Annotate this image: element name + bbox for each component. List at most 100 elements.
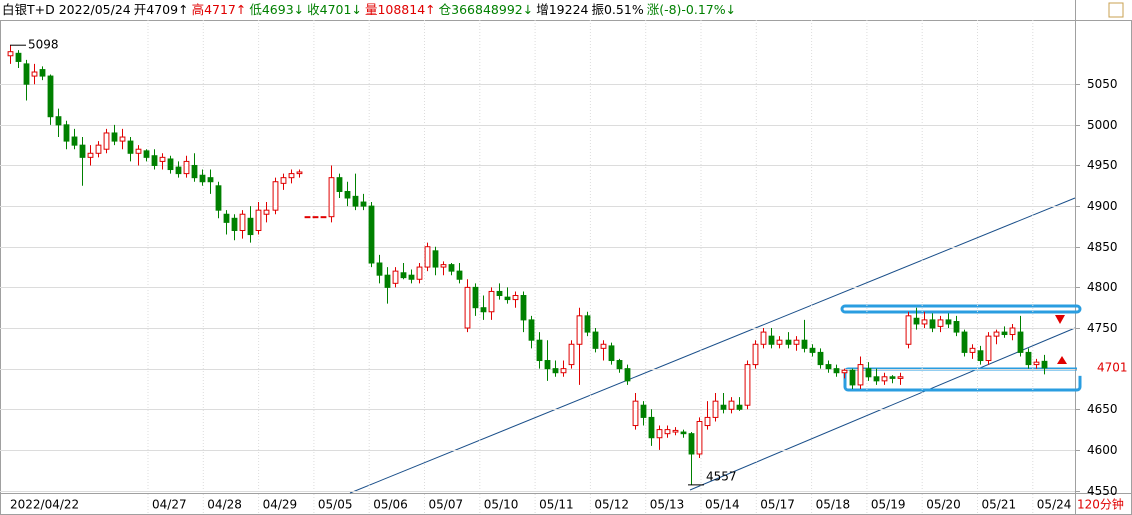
candle-body <box>696 420 703 455</box>
candle-body <box>929 319 936 329</box>
candle-body <box>448 264 455 272</box>
candle-body <box>488 290 495 313</box>
candle-body <box>55 116 62 126</box>
candle-body <box>504 296 511 301</box>
settings-button[interactable] <box>1108 2 1124 18</box>
candle-body <box>255 209 262 231</box>
candle-body <box>424 246 431 268</box>
candle-body <box>600 343 607 349</box>
candle-body <box>328 177 335 218</box>
candle-body <box>288 173 295 179</box>
candle-body <box>280 177 287 184</box>
last-price-label: 4701 <box>1097 360 1128 374</box>
candle-body <box>857 364 864 386</box>
candle-body <box>520 295 527 321</box>
candle-body <box>841 369 848 374</box>
candle-body <box>392 270 399 284</box>
candle-body <box>175 166 182 175</box>
quote-field: 低4693↓ <box>249 2 305 17</box>
last-price-bg <box>1077 359 1131 376</box>
x-tick-label: 05/18 <box>816 498 851 512</box>
y-tick-label: 4950 <box>1087 158 1118 172</box>
quote-header: 白银T+D 2022/05/24 开4709↑ 高4717↑ 低4693↓ 收4701↓… <box>0 0 1132 20</box>
y-tick-label: 5000 <box>1087 118 1118 132</box>
candle-body <box>1041 360 1048 369</box>
candle-body <box>712 400 719 418</box>
candle-body <box>47 75 54 118</box>
candle-body <box>7 51 14 57</box>
candle-body <box>969 347 976 353</box>
quote-field: 仓366848992↓ <box>438 2 534 17</box>
candle-body <box>560 368 567 374</box>
x-tick-label: 05/07 <box>429 498 464 512</box>
candle-body <box>825 364 832 370</box>
candle-body <box>632 400 639 427</box>
candle-body <box>336 177 343 192</box>
candle-body <box>993 331 1000 337</box>
candle-body <box>720 404 727 410</box>
candle-body <box>127 140 134 154</box>
candle-body <box>39 69 46 77</box>
candle-body <box>985 335 992 362</box>
candle-body <box>1017 331 1024 353</box>
candle-body <box>400 272 407 279</box>
candle-body <box>352 195 359 207</box>
low-label: 4557 <box>706 469 737 483</box>
y-tick-label: 4650 <box>1087 402 1118 416</box>
candle-body <box>496 290 503 297</box>
candle-body <box>752 343 759 366</box>
candle-body <box>440 264 447 268</box>
x-tick-label: 05/17 <box>760 498 795 512</box>
candle-body <box>544 360 551 370</box>
x-tick-label: 05/10 <box>484 498 519 512</box>
candle-body <box>119 136 126 142</box>
candle-body <box>159 156 166 162</box>
candle-body <box>191 164 198 179</box>
candle-body <box>768 335 775 345</box>
candle-body <box>977 350 984 362</box>
quote-field: 振0.51% <box>591 2 644 17</box>
candle-body <box>897 376 904 379</box>
candle-body <box>263 209 270 215</box>
quote-field: 增19224 <box>536 2 589 17</box>
quote-field: 收4701↓ <box>307 2 362 17</box>
candle-body <box>913 317 920 325</box>
up-triangle <box>1057 356 1067 364</box>
candle-body <box>873 376 880 382</box>
candle-body <box>528 319 535 341</box>
candle-body <box>648 416 655 439</box>
candle-body <box>680 431 687 435</box>
candle-body <box>79 144 86 158</box>
candle-body <box>568 343 575 366</box>
period-bg <box>1076 496 1131 514</box>
candle-body <box>87 152 94 158</box>
candle-body <box>889 376 896 379</box>
candle-body <box>624 368 631 382</box>
candle-body <box>384 274 391 288</box>
candle-body <box>103 132 110 150</box>
quote-field: 白银T+D 2022/05/24 <box>2 2 131 17</box>
x-tick-label: 05/06 <box>373 498 408 512</box>
down-triangle <box>1055 315 1065 324</box>
candle-body <box>199 174 206 183</box>
period-label: 120分钟 <box>1077 497 1124 512</box>
high-label: 5098 <box>28 38 59 52</box>
candle-body <box>23 63 30 85</box>
candle-body <box>312 216 319 219</box>
candle-body <box>760 331 767 345</box>
y-tick-label: 4750 <box>1087 321 1118 335</box>
candle-body <box>231 217 238 231</box>
candle-body <box>937 319 944 327</box>
candle-body <box>143 150 150 158</box>
candle-body <box>672 429 679 433</box>
x-tick-label: 04/27 <box>152 498 187 512</box>
quote-field: 涨(-8)-0.17%↓ <box>646 2 737 17</box>
candle-body <box>223 213 230 223</box>
candle-body <box>664 429 671 435</box>
candle-body <box>801 339 808 349</box>
candle-body <box>376 262 383 276</box>
quote-field: 高4717↑ <box>191 2 247 17</box>
candle-body <box>95 144 102 154</box>
